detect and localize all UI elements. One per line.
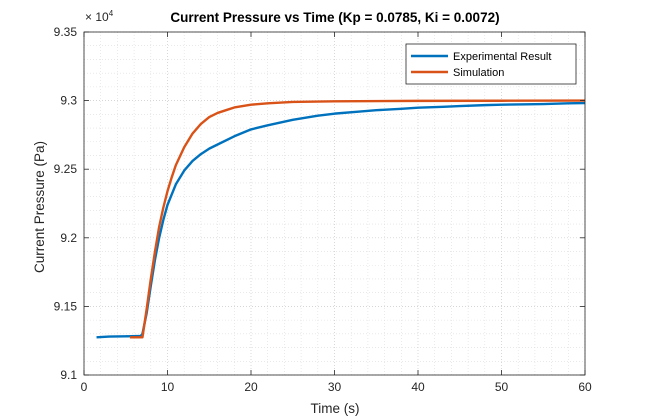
y-axis-label: Current Pressure (Pa) bbox=[32, 141, 47, 273]
legend-box bbox=[405, 43, 577, 85]
x-tick-label: 60 bbox=[578, 380, 592, 394]
x-tick-label: 50 bbox=[495, 380, 509, 394]
axis-ticks bbox=[83, 31, 586, 376]
x-tick-label: 10 bbox=[161, 380, 175, 394]
series-layer bbox=[96, 99, 586, 339]
x-tick-label: 40 bbox=[411, 380, 425, 394]
y-exponent-base: × 10 bbox=[85, 10, 109, 24]
x-tick-label: 30 bbox=[328, 380, 342, 394]
series-line-simulation bbox=[129, 99, 586, 339]
y-tick-labels: 9.1 9.15 9.2 9.25 9.3 9.35 bbox=[54, 25, 78, 382]
y-tick-label: 9.1 bbox=[60, 368, 77, 382]
y-exponent-power: 4 bbox=[109, 9, 114, 18]
legend-label-experimental: Experimental Result bbox=[453, 51, 551, 63]
chart-title: Current Pressure vs Time (Kp = 0.0785, K… bbox=[170, 10, 499, 25]
legend-label-simulation: Simulation bbox=[453, 67, 504, 79]
y-tick-label: 9.15 bbox=[54, 299, 78, 313]
x-tick-label: 0 bbox=[81, 380, 88, 394]
y-tick-label: 9.3 bbox=[60, 94, 77, 108]
x-tick-label: 20 bbox=[244, 380, 258, 394]
x-tick-labels: 0 10 20 30 40 50 60 bbox=[81, 380, 592, 394]
y-tick-label: 9.35 bbox=[54, 25, 78, 39]
legend: Experimental Result Simulation bbox=[405, 43, 577, 85]
y-tick-label: 9.2 bbox=[60, 231, 77, 245]
y-tick-label: 9.25 bbox=[54, 162, 78, 176]
y-exponent-label: × 104 bbox=[85, 9, 114, 24]
x-axis-label: Time (s) bbox=[311, 401, 360, 416]
